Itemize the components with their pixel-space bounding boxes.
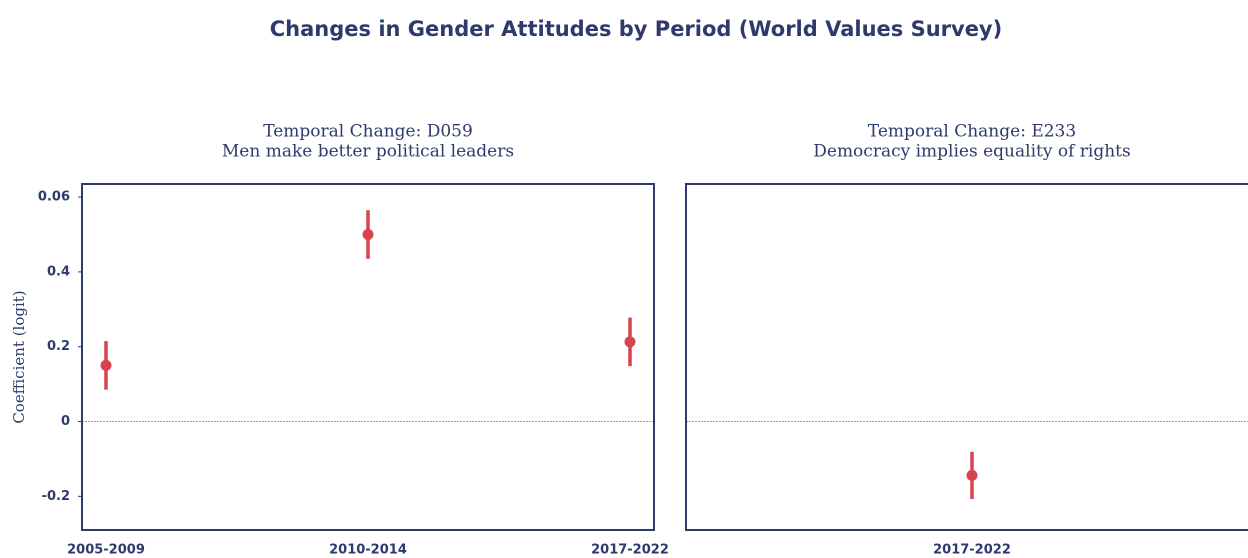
point <box>624 336 636 348</box>
plot-frame <box>81 183 655 531</box>
x-tick-label: 2005-2009 <box>67 543 145 558</box>
x-tick-label: 2017-2022 <box>933 543 1011 558</box>
y-tick-label: 0.4 <box>47 264 70 279</box>
plot-frame <box>685 183 1248 531</box>
y-tick-label: 0 <box>61 414 70 429</box>
subplot-subtitle: Men make better political leaders <box>222 142 514 162</box>
y-axis-label: Coefficient (logit) <box>10 290 28 423</box>
subplot-title: Temporal Change: E233 <box>868 122 1076 142</box>
figure-title: Changes in Gender Attitudes by Period (W… <box>270 17 1002 41</box>
point <box>362 228 374 240</box>
x-tick-label: 2010-2014 <box>329 543 407 558</box>
y-tick-label: 0.06 <box>38 190 70 205</box>
point <box>966 469 978 481</box>
y-tick-label: 0.2 <box>47 339 70 354</box>
x-tick-label: 2017-2022 <box>591 543 669 558</box>
subplot-subtitle: Democracy implies equality of rights <box>813 142 1130 162</box>
subplot-title: Temporal Change: D059 <box>263 122 473 142</box>
y-tick-label: -0.2 <box>42 489 70 504</box>
point <box>100 359 112 371</box>
